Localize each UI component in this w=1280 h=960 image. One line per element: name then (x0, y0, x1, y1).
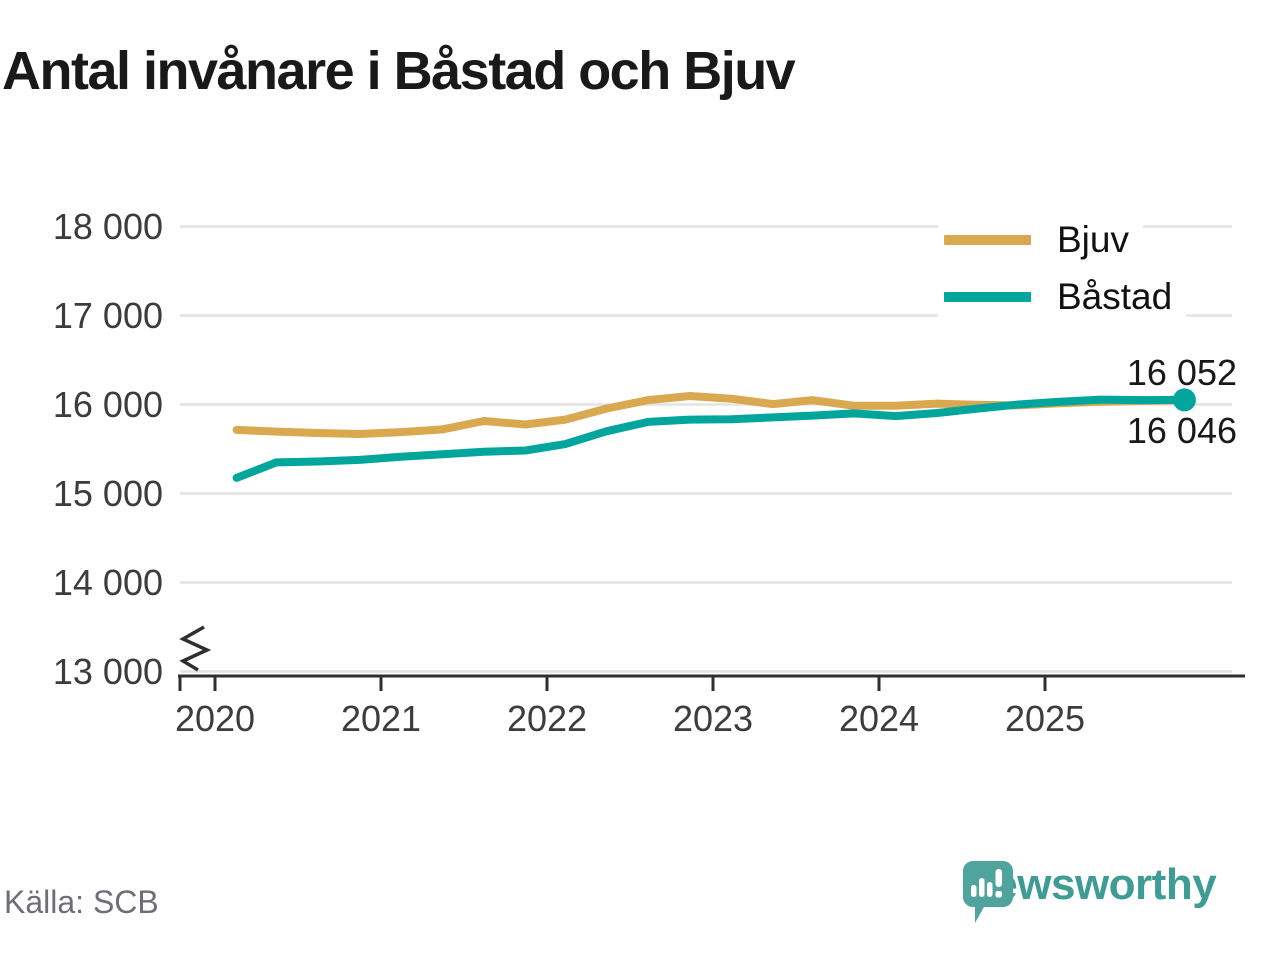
source-credit: Källa: SCB (4, 884, 159, 920)
newsworthy-logo: Newsworthy (962, 860, 1217, 923)
bjuv-end-value-label: 16 046 (1126, 410, 1237, 451)
y-tick-label: 14 000 (52, 561, 163, 603)
bastad-end-value-label: 16 052 (1126, 352, 1237, 393)
newsworthy-logo-icon (963, 861, 1013, 923)
series-end-dot (1172, 388, 1196, 412)
y-tick-label: 18 000 (52, 205, 163, 247)
x-tick-label: 2021 (340, 698, 422, 739)
gridlines (180, 225, 1232, 673)
series-lines (232, 388, 1196, 482)
x-tick-label: 2025 (1004, 698, 1086, 739)
y-axis-break-icon (179, 625, 212, 672)
y-tick-label: 15 000 (52, 472, 163, 514)
legend-label-bjuv: Bjuv (1057, 219, 1129, 260)
y-tick-label: 17 000 (52, 294, 163, 336)
series-line-bstad (232, 395, 1189, 482)
legend-item-bjuv: Bjuv (938, 215, 1143, 265)
legend-swatch-bjuv (944, 235, 1031, 245)
x-tick-label: 2020 (174, 698, 256, 739)
x-axis-ticks (213, 677, 1047, 691)
x-tick-label: 2024 (838, 698, 920, 739)
y-tick-label: 16 000 (52, 383, 163, 425)
legend-label-bastad: Båstad (1057, 276, 1173, 317)
y-tick-label: 13 000 (52, 650, 163, 692)
x-tick-label: 2023 (672, 698, 754, 739)
chart-title: Antal invånare i Båstad och Bjuv (2, 41, 796, 101)
x-tick-label: 2022 (506, 698, 588, 739)
legend-item-bastad: Båstad (938, 272, 1187, 322)
legend-swatch-bastad (944, 292, 1031, 302)
